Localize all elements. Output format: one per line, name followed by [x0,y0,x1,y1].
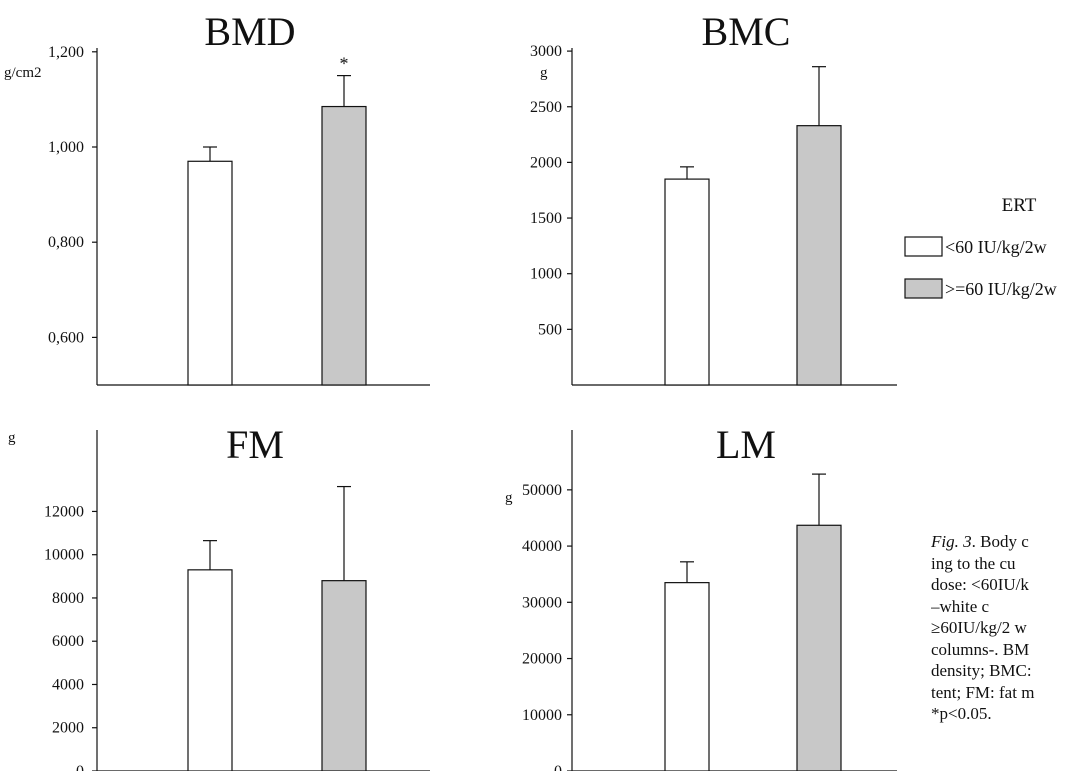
bmc-y-tick-label: 2000 [530,154,562,171]
lm-chart: LM g 0 10000 20000 30000 40000 50000 [505,422,897,771]
lm-y-tick-label: 10000 [522,707,562,724]
bmc-y-tick-label: 3000 [530,43,562,60]
lm-y-tick-label: 0 [554,763,562,771]
legend-swatch-high-dose [904,278,943,299]
bmc-chart-title: BMC [702,9,791,54]
legend-label-high-dose: >=60 IU/kg/2w [945,279,1057,299]
legend: ERT <60 IU/kg/2w >=60 IU/kg/2w [904,195,1057,299]
fm-y-tick-label: 6000 [52,633,84,650]
bmc-y-tick-label: 2500 [530,99,562,116]
caption-line-3: dose: <60IU/k [931,575,1029,594]
legend-title: ERT [1002,195,1037,216]
fm-y-tick-label: 4000 [52,676,84,693]
fm-bar-high-dose [321,580,367,771]
fm-bar-low-dose [187,569,233,771]
legend-swatch-low-dose [904,236,943,257]
fm-y-tick-label: 10000 [44,547,84,564]
bmc-bar-high-dose [796,125,842,386]
bmd-chart-title: BMD [204,9,295,54]
caption-line-4: –white c [931,596,990,616]
legend-label-low-dose: <60 IU/kg/2w [945,237,1047,257]
bmd-bar-high-dose [321,105,367,386]
caption-line-1-text: . Body c [971,532,1029,551]
figure-caption: Fig. 3. Body c ing to the cu dose: <60IU… [931,531,1085,771]
caption-line-5: ≥60IU/kg/2 w [931,618,1027,637]
fm-y-axis-label: g [8,430,16,446]
lm-chart-title: LM [716,422,776,467]
bmc-chart: BMC g 500 1000 1500 2000 2500 3000 [530,9,897,386]
fm-y-tick-label: 0 [76,763,84,771]
bmd-y-axis-label: g/cm2 [4,65,42,81]
bmd-y-tick-label: 0,600 [48,329,84,346]
bmd-bar-low-dose [187,160,233,386]
bmd-y-tick-label: 0,800 [48,234,84,251]
bmc-y-tick-label: 1500 [530,210,562,227]
fm-y-tick-label: 12000 [44,503,84,520]
fm-chart: FM g 0 2000 4000 6000 8000 10000 12000 [8,422,430,771]
bmd-y-tick-label: 1,200 [48,44,84,61]
bmc-y-tick-label: 500 [538,321,562,338]
caption-line-1: Fig. 3. Body c [931,531,1085,553]
caption-line-7: density; BMC: [931,661,1032,680]
lm-y-tick-label: 30000 [522,594,562,611]
bmc-bar-low-dose [664,178,710,386]
lm-y-tick-label: 50000 [522,482,562,499]
lm-y-tick-label: 20000 [522,651,562,668]
bmc-y-tick-label: 1000 [530,266,562,283]
bmc-y-axis-label: g [540,65,548,81]
caption-line-2: ing to the cu [931,553,1016,573]
lm-bar-high-dose [796,524,842,771]
lm-bar-low-dose [664,582,710,771]
lm-y-tick-label: 40000 [522,538,562,555]
bmd-chart: BMD g/cm2 0,600 0,800 1,000 1,200 * [4,9,430,386]
caption-fig-label: Fig. 3 [931,532,972,551]
fm-y-tick-label: 2000 [52,720,84,737]
lm-y-axis-label: g [505,490,513,506]
caption-line-9: *p<0.05. [931,704,992,723]
fm-y-tick-label: 8000 [52,590,84,607]
caption-line-6: columns-. BM [931,639,1030,659]
bmd-significance-marker: * [340,54,349,74]
bmd-y-tick-label: 1,000 [48,139,84,156]
fm-chart-title: FM [226,422,284,467]
caption-line-8: tent; FM: fat m [931,682,1035,702]
